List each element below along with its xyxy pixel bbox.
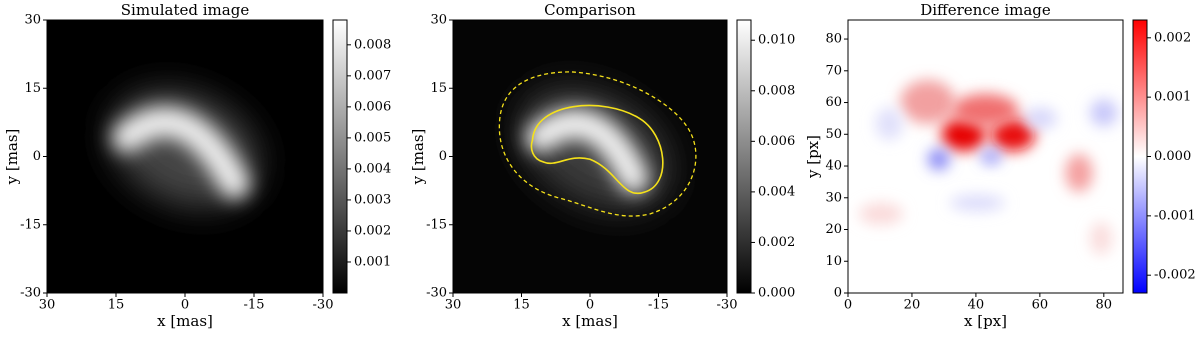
colorbar-tick-label: 0.005 <box>354 130 391 145</box>
colorbar <box>332 19 348 294</box>
colorbar-tick-label: 0.006 <box>354 99 391 114</box>
x-tick-label: 0 <box>844 298 852 313</box>
panel-title: Difference image <box>920 1 1051 19</box>
colorbar <box>1132 19 1148 294</box>
blob <box>991 118 1035 152</box>
image <box>453 20 727 293</box>
panel-title: Comparison <box>544 1 636 19</box>
x-tick-label: 40 <box>968 298 985 313</box>
x-tick-label: 60 <box>1032 298 1049 313</box>
blob <box>952 93 1019 127</box>
hole-center <box>986 153 996 160</box>
crescent <box>111 107 250 199</box>
y-tick-label: 70 <box>825 63 842 78</box>
y-tick-label: 30 <box>825 190 842 205</box>
x-axis-label: x [px] <box>964 312 1007 330</box>
colorbar-tick-label: 0.003 <box>354 192 391 207</box>
x-tick-label: 30 <box>39 298 56 313</box>
colorbar-tick-label: 0.002 <box>758 235 795 250</box>
y-tick-label: 30 <box>24 13 41 28</box>
blob <box>949 194 1005 212</box>
blob <box>927 148 950 171</box>
y-tick-label: 60 <box>825 95 842 110</box>
plot-frame <box>847 19 1124 294</box>
y-tick-label: 0 <box>33 149 41 164</box>
x-tick-label: -15 <box>244 298 265 313</box>
y-tick-label: -30 <box>426 286 447 301</box>
colorbar-tick-label: -0.001 <box>1154 208 1196 223</box>
blob <box>941 118 986 152</box>
y-tick-label: 20 <box>825 222 842 237</box>
blob <box>1024 107 1057 130</box>
colorbar-tick-label: 0.001 <box>1154 90 1191 105</box>
colorbar-tick-label: 0.007 <box>354 68 391 83</box>
crescent <box>525 108 649 194</box>
y-tick-label: -15 <box>426 217 447 232</box>
colorbar-tick-label: 0.004 <box>354 161 391 176</box>
y-tick-label: -30 <box>20 286 41 301</box>
x-tick-label: 0 <box>586 298 594 313</box>
x-tick-label: 0 <box>181 298 189 313</box>
x-tick-label: 15 <box>513 298 530 313</box>
image <box>848 20 1123 293</box>
y-tick-label: -15 <box>20 217 41 232</box>
blob <box>1090 222 1112 255</box>
x-axis-label: x [mas] <box>562 312 618 330</box>
x-tick-label: -30 <box>313 298 334 313</box>
x-tick-label: 80 <box>1096 298 1113 313</box>
blob <box>1090 99 1118 127</box>
colorbar-tick-label: 0.004 <box>758 184 795 199</box>
blob <box>875 107 903 141</box>
y-axis-label: y [mas] <box>409 129 427 186</box>
y-tick-label: 50 <box>825 127 842 142</box>
y-axis-label: y [px] <box>804 135 822 179</box>
panel-title: Simulated image <box>121 1 250 19</box>
y-tick-label: 10 <box>825 254 842 269</box>
blob <box>1065 153 1093 192</box>
y-tick-label: 0 <box>439 149 447 164</box>
colorbar-tick-label: 0.006 <box>758 134 795 149</box>
colorbar-tick-label: 0.010 <box>758 33 795 48</box>
colorbar-tick-label: 0.001 <box>354 254 391 269</box>
colorbar-tick-label: -0.002 <box>1154 268 1196 283</box>
colorbar-tick-label: 0.000 <box>758 286 795 301</box>
y-tick-label: 0 <box>834 286 842 301</box>
x-axis-label: x [mas] <box>157 312 213 330</box>
colorbar-tick-label: 0.008 <box>758 83 795 98</box>
colorbar <box>736 19 752 294</box>
x-tick-label: -30 <box>717 298 738 313</box>
colorbar-tick-label: 0.000 <box>1154 149 1191 164</box>
colorbar-tick-label: 0.002 <box>1154 30 1191 45</box>
x-tick-label: -15 <box>648 298 669 313</box>
y-tick-label: 15 <box>24 81 41 96</box>
image <box>47 20 323 293</box>
colorbar-tick-label: 0.008 <box>354 37 391 52</box>
y-tick-label: 80 <box>825 32 842 47</box>
blob <box>900 80 956 124</box>
y-tick-label: 30 <box>430 13 447 28</box>
x-tick-label: 15 <box>108 298 125 313</box>
y-tick-label: 40 <box>825 159 842 174</box>
colorbar-tick-label: 0.002 <box>354 223 391 238</box>
y-tick-label: 15 <box>430 81 447 96</box>
y-axis-label: y [mas] <box>3 129 21 186</box>
x-tick-label: 20 <box>904 298 921 313</box>
x-tick-label: 30 <box>445 298 462 313</box>
contour-inner <box>531 106 662 194</box>
blob <box>859 202 903 225</box>
